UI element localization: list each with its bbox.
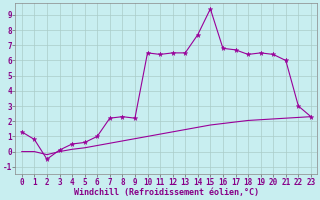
- X-axis label: Windchill (Refroidissement éolien,°C): Windchill (Refroidissement éolien,°C): [74, 188, 259, 197]
